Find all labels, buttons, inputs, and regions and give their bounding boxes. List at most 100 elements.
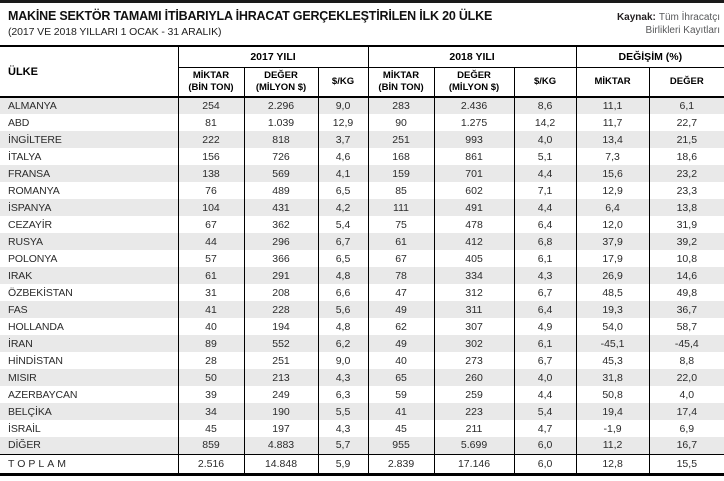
value-cell: 156 (178, 148, 245, 165)
value-cell: 14,6 (676, 269, 698, 282)
value-cell: 7,3 (576, 148, 650, 165)
value-cell: 15,6 (576, 165, 650, 182)
table-row: İSRAİL 45 197 4,3 45 211 4,7 -1,9 6,9 (0, 420, 724, 437)
value-cell: 9,0 (318, 97, 369, 114)
value-cell: 48,5 (576, 284, 650, 301)
value-cell: 57 (178, 250, 245, 267)
value-cell: 50,8 (576, 386, 650, 403)
total-cell: 17.146 (434, 453, 515, 474)
value-cell: 49 (368, 301, 435, 318)
value-cell: 955 (368, 437, 435, 454)
value-cell: 211 (434, 420, 515, 437)
value-cell: 81 (178, 114, 245, 131)
page-title: MAKİNE SEKTÖR TAMAMI İTİBARIYLA İHRACAT … (8, 9, 493, 23)
value-cell: 12,9 (318, 114, 369, 131)
value-cell: 111 (368, 199, 435, 216)
value-cell: 22,0 (676, 371, 698, 384)
header-line: (BİN TON) (378, 81, 424, 93)
value-cell: 17,9 (576, 250, 650, 267)
value-cell: 44 (178, 233, 245, 250)
value-cell: 4,3 (514, 267, 577, 284)
value-cell: 67 (368, 250, 435, 267)
value-cell: 222 (178, 131, 245, 148)
value-cell: 4,8 (318, 318, 369, 335)
value-cell: 993 (434, 131, 515, 148)
value-cell: 9,0 (318, 352, 369, 369)
value-cell: 6,4 (514, 301, 577, 318)
value-cell: 7,1 (514, 182, 577, 199)
value-cell: 208 (244, 284, 319, 301)
value-cell: 2.296 (244, 97, 319, 114)
value-cell: 6,8 (514, 233, 577, 250)
value-cell: 13,4 (576, 131, 650, 148)
value-cell: 41 (368, 403, 435, 420)
table-row: ALMANYA 254 2.296 9,0 283 2.436 8,6 11,1 6,1 (0, 97, 724, 114)
value-cell: 47 (368, 284, 435, 301)
table-row: CEZAYİR 67 362 5,4 75 478 6,4 12,0 31,9 (0, 216, 724, 233)
total-cell: 12,8 (576, 453, 650, 474)
value-cell: 45 (178, 420, 245, 437)
value-cell: 61 (368, 233, 435, 250)
value-cell: 223 (434, 403, 515, 420)
column-group-2018: 2018 YILI (368, 46, 577, 68)
value-cell: 291 (244, 267, 319, 284)
header-line: MİKTAR (192, 70, 230, 82)
table-row: ÖZBEKİSTAN 31 208 6,6 47 312 6,7 48,5 49,8 (0, 284, 724, 301)
value-cell: 5,6 (318, 301, 369, 318)
value-cell: -45,1 (576, 335, 650, 352)
value-cell: 41 (178, 301, 245, 318)
header-line: (BİN TON) (188, 81, 234, 93)
value-cell: 4,4 (514, 199, 577, 216)
page-subtitle: (2017 VE 2018 YILLARI 1 OCAK - 31 ARALIK… (8, 26, 222, 38)
value-cell: 4,9 (514, 318, 577, 335)
value-cell: 3,7 (318, 131, 369, 148)
value-cell: 4,4 (514, 386, 577, 403)
country-cell: DİĞER (0, 437, 179, 454)
value-cell: 2.436 (434, 97, 515, 114)
value-cell: 8,6 (514, 97, 577, 114)
value-cell: 89 (178, 335, 245, 352)
value-cell: 602 (434, 182, 515, 199)
value-cell: 302 (434, 335, 515, 352)
value-cell: 168 (368, 148, 435, 165)
column-header-2018-perkg: $/KG (514, 67, 577, 97)
value-cell: 62 (368, 318, 435, 335)
table-row: İRAN 89 552 6,2 49 302 6,1 -45,1 -45,4 (0, 335, 724, 352)
column-group-2017: 2017 YILI (178, 46, 369, 68)
value-cell: 489 (244, 182, 319, 199)
value-cell: 4,3 (318, 369, 369, 386)
value-cell: 19,4 (576, 403, 650, 420)
total-cell: 6,0 (514, 453, 577, 474)
source-text-1: Tüm İhracatçı (658, 12, 720, 23)
value-cell: 59 (368, 386, 435, 403)
value-cell: 4,1 (318, 165, 369, 182)
value-cell: 228 (244, 301, 319, 318)
table-row: HİNDİSTAN 28 251 9,0 40 273 6,7 45,3 8,8 (0, 352, 724, 369)
total-cell: 5,9 (318, 453, 369, 474)
value-cell: 5,4 (514, 403, 577, 420)
total-cell: 2.839 (368, 453, 435, 474)
value-cell: 4,8 (318, 267, 369, 284)
value-cell: 23,2 (676, 167, 698, 180)
value-cell: 8,8 (679, 354, 695, 367)
column-header-2018-miktar: MİKTAR (BİN TON) (368, 67, 435, 97)
value-cell: 90 (368, 114, 435, 131)
value-cell: 21,5 (676, 133, 698, 146)
country-cell: İTALYA (0, 148, 179, 165)
value-cell: 213 (244, 369, 319, 386)
value-cell: 85 (368, 182, 435, 199)
value-cell: 273 (434, 352, 515, 369)
value-cell: 197 (244, 420, 319, 437)
header-line: (MİLYON $) (255, 81, 307, 93)
country-cell: İSPANYA (0, 199, 179, 216)
value-cell: 104 (178, 199, 245, 216)
source-note: Kaynak: Tüm İhracatçı Birlikleri Kayıtlar… (617, 9, 720, 37)
column-header-2018-deger: DEĞER (MİLYON $) (434, 67, 515, 97)
column-header-change-miktar: MİKTAR (576, 67, 650, 97)
value-cell: 34 (178, 403, 245, 420)
value-cell: 259 (434, 386, 515, 403)
value-cell: 18,6 (676, 150, 698, 163)
value-cell: 36,7 (676, 303, 698, 316)
value-cell: 49,8 (676, 286, 698, 299)
country-cell: BELÇİKA (0, 403, 179, 420)
